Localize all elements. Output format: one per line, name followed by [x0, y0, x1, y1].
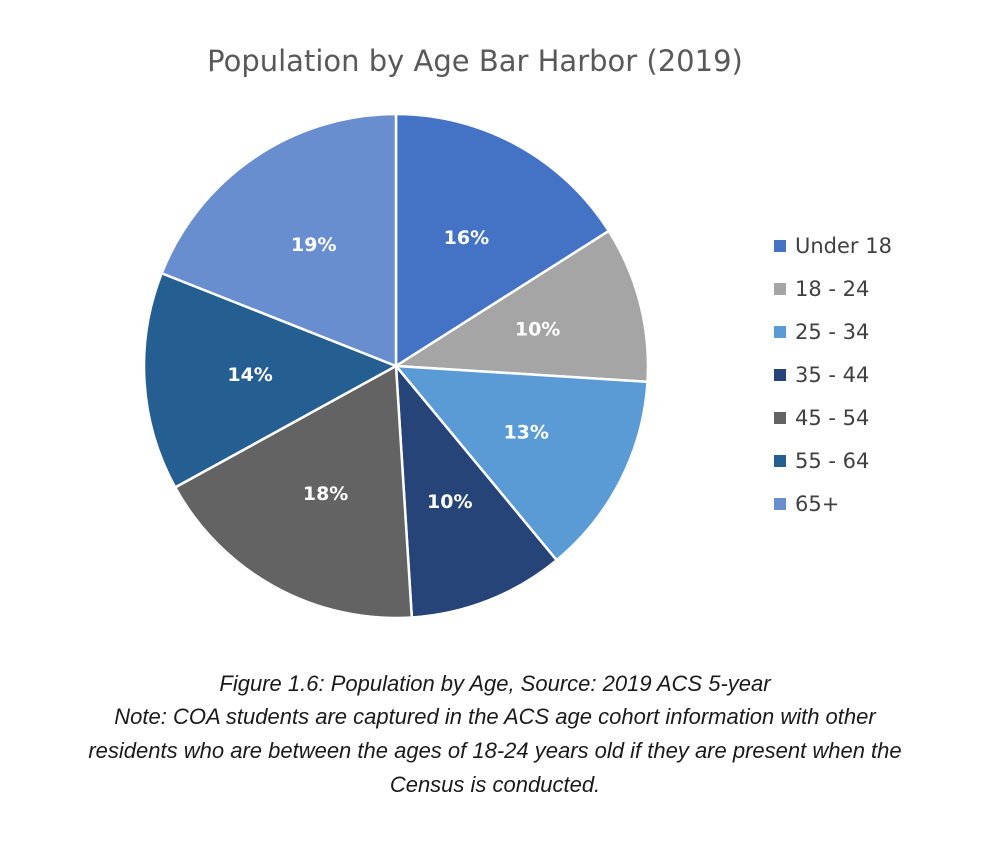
pie-slice-label: 18% [303, 483, 348, 505]
pie-slice-65 [160, 112, 398, 368]
legend-label: Under 18 [795, 233, 892, 258]
pie-slice-label: 14% [227, 364, 272, 386]
pie-slice-label: 10% [427, 491, 472, 513]
legend-label: 45 - 54 [795, 405, 870, 430]
pie-slice-label: 19% [291, 234, 336, 256]
pie-slices [142, 112, 650, 620]
legend: Under 18 18 - 24 25 - 34 35 - 44 45 - 54 55 -… [774, 224, 892, 525]
legend-swatch [774, 282, 786, 295]
legend-label: 65+ [795, 491, 840, 516]
legend-swatch [774, 497, 786, 510]
pie-slice-labels: 16% 10% 13% 10% 18% 14% 19% [227, 227, 560, 513]
caption-figure-line: Figure 1.6: Population by Age, Source: 2… [219, 671, 771, 696]
legend-item: Under 18 [774, 224, 892, 267]
pie-slice-label: 16% [444, 227, 489, 249]
pie-slice-25-34 [393, 364, 649, 562]
legend-item: 35 - 44 [774, 353, 892, 396]
legend-swatch [774, 239, 786, 252]
legend-label: 55 - 64 [795, 448, 870, 473]
legend-item: 25 - 34 [774, 310, 892, 353]
caption-note: Note: COA students are captured in the A… [88, 704, 902, 797]
legend-swatch [774, 325, 786, 338]
figure-caption: Figure 1.6: Population by Age, Source: 2… [0, 668, 990, 802]
legend-swatch [774, 368, 786, 381]
chart-title: Population by Age Bar Harbor (2019) [207, 44, 743, 78]
pie-slice-label: 10% [515, 319, 560, 341]
pie-slice-18-24 [392, 229, 650, 384]
legend-swatch [774, 411, 786, 424]
legend-item: 18 - 24 [774, 267, 892, 310]
legend-swatch [774, 454, 786, 467]
legend-item: 45 - 54 [774, 396, 892, 439]
pie-slice-label: 13% [503, 421, 548, 443]
legend-item: 65+ [774, 482, 892, 525]
legend-label: 18 - 24 [795, 276, 870, 301]
pie-slice-45-54 [173, 363, 414, 620]
pie-slice-under-18 [394, 112, 611, 369]
pie-slice-55-64 [142, 271, 399, 490]
legend-label: 25 - 34 [795, 319, 870, 344]
legend-label: 35 - 44 [795, 362, 870, 387]
pie-slice-35-44 [394, 362, 559, 619]
legend-item: 55 - 64 [774, 439, 892, 482]
